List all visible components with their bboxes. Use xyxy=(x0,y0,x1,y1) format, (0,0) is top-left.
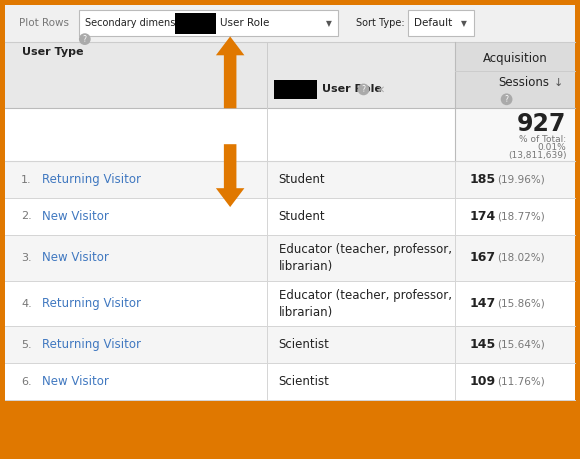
Bar xyxy=(455,42,575,108)
Bar xyxy=(274,79,317,99)
Text: 5.: 5. xyxy=(21,340,31,350)
Text: 174: 174 xyxy=(470,210,496,223)
Bar xyxy=(5,281,575,326)
Text: Scientist: Scientist xyxy=(278,375,329,388)
Text: ?: ? xyxy=(83,34,87,44)
Text: 145: 145 xyxy=(470,338,496,352)
Bar xyxy=(5,364,575,400)
Text: (18.02%): (18.02%) xyxy=(497,253,545,263)
Text: 167: 167 xyxy=(470,251,496,264)
Bar xyxy=(5,42,575,108)
Bar xyxy=(455,281,575,326)
Text: (11.76%): (11.76%) xyxy=(497,377,545,387)
Text: (19.96%): (19.96%) xyxy=(497,175,545,185)
Text: Scientist: Scientist xyxy=(278,338,329,352)
Text: Returning Visitor: Returning Visitor xyxy=(42,338,141,352)
Bar xyxy=(5,235,575,281)
Text: (15.64%): (15.64%) xyxy=(497,340,545,350)
Text: New Visitor: New Visitor xyxy=(42,210,109,223)
Bar xyxy=(5,161,575,198)
Text: % of Total:: % of Total: xyxy=(519,135,567,144)
Text: 1.: 1. xyxy=(21,175,31,185)
Text: ▼: ▼ xyxy=(326,19,332,28)
Text: Student: Student xyxy=(278,173,325,186)
Bar xyxy=(455,108,575,161)
Text: Default: Default xyxy=(414,18,452,28)
Text: New Visitor: New Visitor xyxy=(42,375,109,388)
Text: ✕: ✕ xyxy=(377,84,385,95)
Text: Educator (teacher, professor,
librarian): Educator (teacher, professor, librarian) xyxy=(278,289,452,319)
Bar xyxy=(455,161,575,198)
Bar xyxy=(408,11,473,36)
Text: ▼: ▼ xyxy=(461,19,467,28)
Bar xyxy=(5,198,575,235)
Bar xyxy=(5,326,575,364)
Bar xyxy=(5,108,575,161)
Text: Returning Visitor: Returning Visitor xyxy=(42,297,141,310)
Text: 0.01%: 0.01% xyxy=(538,143,567,152)
Text: User Role: User Role xyxy=(322,84,382,95)
Bar xyxy=(79,11,339,36)
Text: (13,811,639): (13,811,639) xyxy=(508,151,567,160)
FancyArrow shape xyxy=(216,144,244,207)
Text: Secondary dimension:: Secondary dimension: xyxy=(85,18,193,28)
Bar xyxy=(5,5,575,42)
Text: ?: ? xyxy=(361,85,365,94)
Text: 927: 927 xyxy=(517,112,567,136)
Text: (18.77%): (18.77%) xyxy=(497,212,545,222)
Bar xyxy=(455,364,575,400)
Text: ?: ? xyxy=(505,95,509,104)
Text: New Visitor: New Visitor xyxy=(42,251,109,264)
Text: Sessions: Sessions xyxy=(498,76,549,89)
Text: 147: 147 xyxy=(470,297,496,310)
Bar xyxy=(455,326,575,364)
Bar xyxy=(455,235,575,281)
Bar xyxy=(175,13,216,34)
Text: (15.86%): (15.86%) xyxy=(497,299,545,308)
Text: Educator (teacher, professor,
librarian): Educator (teacher, professor, librarian) xyxy=(278,243,452,273)
Text: ↓: ↓ xyxy=(553,78,563,88)
Text: Returning Visitor: Returning Visitor xyxy=(42,173,141,186)
Text: 2.: 2. xyxy=(21,212,32,222)
Text: Sort Type:: Sort Type: xyxy=(356,18,404,28)
Text: 3.: 3. xyxy=(21,253,31,263)
Text: User Type: User Type xyxy=(22,47,84,57)
Text: Acquisition: Acquisition xyxy=(483,52,548,65)
Text: Plot Rows: Plot Rows xyxy=(19,18,69,28)
Text: User Role: User Role xyxy=(220,18,270,28)
Text: 185: 185 xyxy=(470,173,496,186)
Text: 109: 109 xyxy=(470,375,496,388)
FancyArrow shape xyxy=(216,36,244,108)
Text: Student: Student xyxy=(278,210,325,223)
Bar xyxy=(455,198,575,235)
Text: 4.: 4. xyxy=(21,299,32,308)
Text: 6.: 6. xyxy=(21,377,31,387)
